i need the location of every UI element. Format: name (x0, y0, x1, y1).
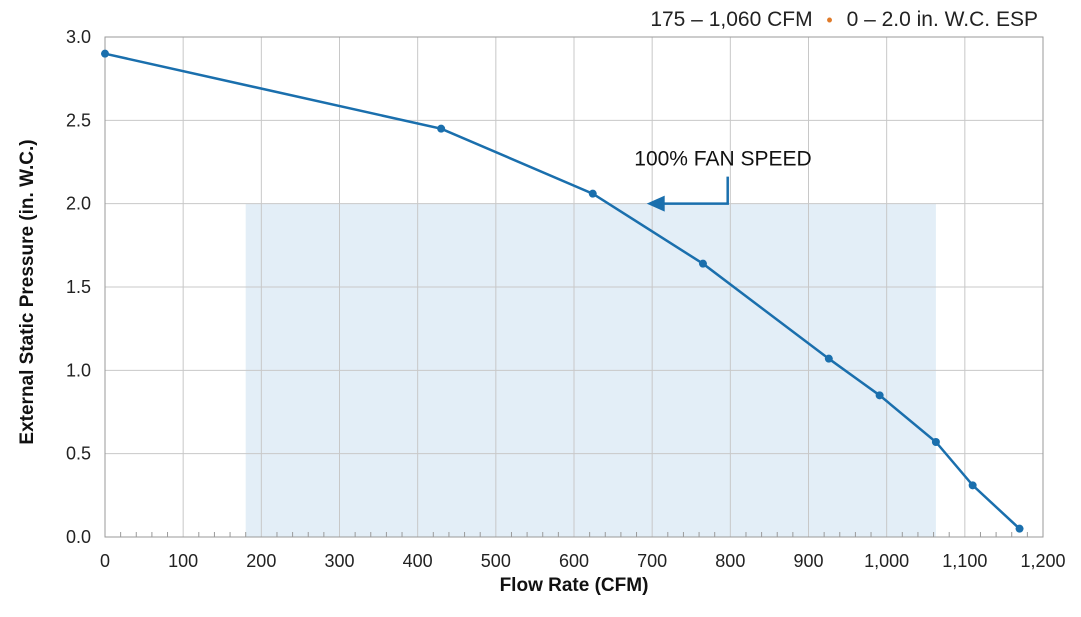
y-tick-label: 1.0 (66, 360, 91, 380)
x-axis-title: Flow Rate (CFM) (500, 575, 649, 596)
y-tick-label: 0.0 (66, 527, 91, 547)
y-tick-label: 0.5 (66, 444, 91, 464)
subtitle-separator-dot: • (826, 10, 832, 30)
x-tick-label: 300 (324, 551, 354, 571)
y-tick-label: 2.0 (66, 194, 91, 214)
x-tick-label: 500 (481, 551, 511, 571)
data-point (875, 391, 884, 400)
x-tick-label: 800 (715, 551, 745, 571)
x-tick-label: 0 (100, 551, 110, 571)
data-point (698, 259, 707, 268)
grid-lines (104, 36, 1044, 538)
x-tick-label: 700 (637, 551, 667, 571)
chart-subtitle: 175 – 1,060 CFM • 0 – 2.0 in. W.C. ESP (650, 8, 1038, 31)
data-point (968, 481, 977, 490)
annotation-arrow (660, 176, 729, 205)
x-tick-label: 1,000 (864, 551, 909, 571)
x-tick-label: 100 (168, 551, 198, 571)
x-axis-tick-labels: 0 100 200 300 400 500 600 700 800 900 1,000 1,100 1,… (100, 551, 1066, 571)
plot-frame (104, 36, 1044, 538)
data-point (437, 124, 446, 133)
x-tick-label: 1,200 (1020, 551, 1065, 571)
data-point (1015, 524, 1024, 533)
subtitle-pressure-range: 0 – 2.0 in. W.C. ESP (847, 8, 1038, 31)
data-point (931, 438, 940, 446)
y-tick-label: 3.0 (66, 27, 91, 47)
x-tick-label: 900 (793, 551, 823, 571)
minor-tick-marks (120, 532, 1028, 537)
y-tick-label: 1.5 (66, 277, 91, 297)
subtitle-cfm-range: 175 – 1,060 CFM (650, 8, 812, 31)
y-tick-label: 2.5 (66, 110, 91, 130)
x-tick-label: 1,100 (942, 551, 987, 571)
fan-curve-points (101, 49, 1024, 533)
x-tick-label: 600 (559, 551, 589, 571)
x-tick-label: 200 (246, 551, 276, 571)
annotation-label: 100% FAN SPEED (634, 148, 811, 171)
y-axis-title: External Static Pressure (in. W.C.) (17, 139, 38, 444)
y-axis-tick-labels: 0.0 0.5 1.0 1.5 2.0 2.5 3.0 (66, 27, 91, 547)
annotation-arrowhead (646, 195, 665, 212)
annotation: 100% FAN SPEED (634, 148, 812, 212)
data-point (101, 49, 109, 58)
data-point (824, 354, 833, 363)
data-point (588, 189, 597, 198)
x-tick-label: 400 (403, 551, 433, 571)
